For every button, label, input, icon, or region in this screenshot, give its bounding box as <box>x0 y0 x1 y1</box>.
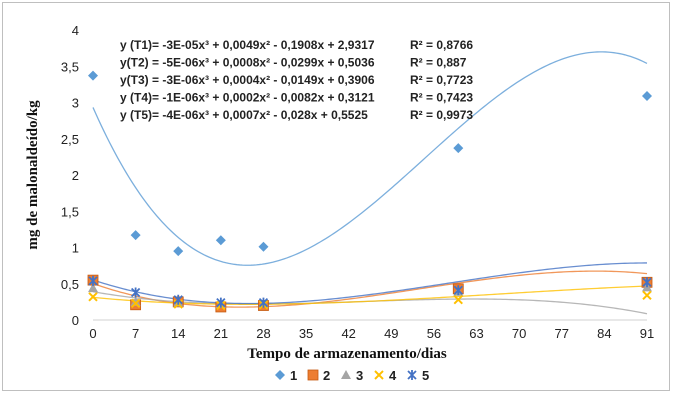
y-tick-label: 3 <box>72 96 79 111</box>
x-tick-label: 42 <box>341 326 355 341</box>
legend-label: 4 <box>389 368 397 383</box>
trendline-equation: y(T2) = -5E-06x³ + 0,0008x² - 0,0299x + … <box>120 56 375 70</box>
data-point-series-4 <box>88 292 98 302</box>
x-tick-label: 14 <box>171 326 185 341</box>
data-point-series-1 <box>642 90 652 101</box>
trendline-equation: y(T3) = -3E-06x³ + 0,0004x² - 0,0149x + … <box>120 73 375 87</box>
trendline-equation: y (T5)= -4E-06x³ + 0,0007x² - 0,028x + 0… <box>120 108 368 122</box>
chart-frame <box>2 2 670 391</box>
y-tick-label: 2 <box>72 168 79 183</box>
x-tick-label: 63 <box>469 326 483 341</box>
y-tick-label: 0 <box>72 313 79 328</box>
legend-label: 1 <box>290 368 297 383</box>
r-squared-label: R² = 0,887 <box>410 56 467 70</box>
x-tick-label: 56 <box>427 326 441 341</box>
y-tick-label: 0,5 <box>61 277 79 292</box>
y-tick-label: 3,5 <box>61 59 79 74</box>
data-point-series-3 <box>130 296 141 306</box>
legend-marker-series-5 <box>407 370 417 380</box>
x-tick-label: 7 <box>132 326 139 341</box>
data-point-series-5 <box>130 287 141 298</box>
data-point-series-5 <box>173 294 183 305</box>
x-tick-label: 35 <box>299 326 313 341</box>
y-tick-label: 1,5 <box>61 204 79 219</box>
y-axis-title: mg de malonaldeído/kg <box>25 100 41 250</box>
data-point-series-5 <box>453 285 463 296</box>
x-tick-label: 70 <box>512 326 526 341</box>
r-squared-label: R² = 0,9973 <box>410 108 473 122</box>
x-tick-label: 49 <box>384 326 398 341</box>
legend-marker-series-4 <box>374 370 384 380</box>
x-tick-label: 0 <box>89 326 96 341</box>
trendline-equation: y (T1)= -3E-05x³ + 0,0049x² - 0,1908x + … <box>120 38 375 52</box>
data-point-series-4 <box>453 294 463 305</box>
x-tick-label: 21 <box>214 326 228 341</box>
trendline-equation: y (T4)= -1E-06x³ + 0,0002x² - 0,0082x + … <box>120 91 375 105</box>
data-point-series-1 <box>173 246 184 257</box>
legend-marker-series-3 <box>341 370 351 379</box>
x-tick-label: 77 <box>555 326 569 341</box>
trendline-series-2 <box>92 270 648 308</box>
legend-label: 2 <box>323 368 330 383</box>
data-point-series-3 <box>88 283 98 293</box>
x-tick-label: 91 <box>640 326 654 341</box>
data-point-series-1 <box>258 241 269 252</box>
legend-marker-series-1 <box>275 370 285 380</box>
x-tick-label: 28 <box>256 326 270 341</box>
legend-label: 5 <box>422 368 429 383</box>
y-tick-label: 2,5 <box>61 132 79 147</box>
y-tick-label: 4 <box>72 23 79 38</box>
trendline-series-4 <box>92 285 648 305</box>
r-squared-label: R² = 0,7723 <box>410 73 473 87</box>
data-point-series-4 <box>130 298 141 309</box>
data-point-series-1 <box>215 235 226 246</box>
x-axis-title: Tempo de armazenamento/dias <box>247 346 447 362</box>
y-tick-label: 1 <box>72 241 79 256</box>
data-point-series-5 <box>642 277 652 288</box>
data-point-series-1 <box>130 230 141 241</box>
data-point-series-5 <box>258 297 269 308</box>
legend-label: 3 <box>356 368 363 383</box>
x-tick-label: 84 <box>597 326 611 341</box>
trendline-series-1 <box>92 51 648 266</box>
r-squared-label: R² = 0,8766 <box>410 38 473 52</box>
data-point-series-5 <box>88 275 98 286</box>
legend-marker-series-2 <box>307 369 319 381</box>
data-point-series-4 <box>642 290 652 301</box>
data-point-series-1 <box>453 143 464 154</box>
r-squared-label: R² = 0,7423 <box>410 91 473 105</box>
data-point-series-1 <box>88 70 98 81</box>
data-point-series-5 <box>216 297 226 308</box>
trendline-series-5 <box>92 262 648 305</box>
